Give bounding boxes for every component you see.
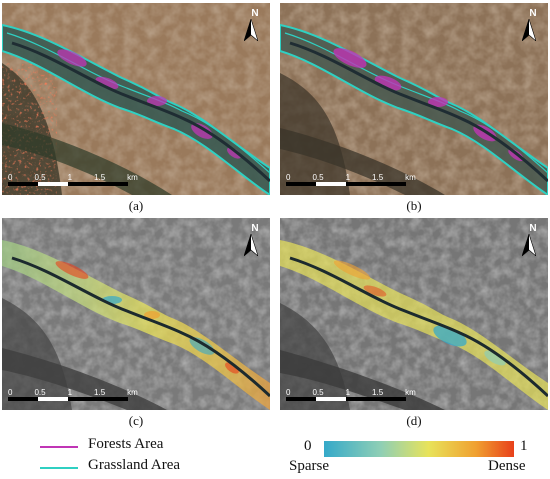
colorbar-min-label: 0 — [304, 438, 312, 454]
grassland-legend-swatch — [40, 467, 78, 469]
north-arrow: N — [522, 224, 544, 256]
scale-bar: 0 0.5 1 1.5 km — [286, 388, 416, 402]
north-arrow-icon — [522, 234, 536, 256]
satellite-image-b — [280, 3, 548, 195]
colorbar-dense-caption: Dense — [488, 458, 526, 474]
north-arrow-icon — [244, 234, 258, 256]
forests-legend-label: Forests Area — [88, 436, 164, 452]
density-image-c — [2, 218, 270, 410]
map-panel-b: N 0 0.5 1 1.5 km — [280, 3, 548, 195]
north-arrow: N — [522, 9, 544, 41]
map-panel-a: N 0 0.5 1 1.5 km — [2, 3, 270, 195]
forests-legend-swatch — [40, 446, 78, 448]
panel-label-c: (c) — [128, 413, 144, 428]
map-panel-d: N 0 0.5 1 1.5 km — [280, 218, 548, 410]
panel-label-d: (d) — [406, 413, 422, 428]
grassland-legend-label: Grassland Area — [88, 457, 181, 473]
panel-label-b: (b) — [406, 198, 422, 213]
north-arrow-icon — [522, 19, 536, 41]
map-panel-c: N 0 0.5 1 1.5 km — [2, 218, 270, 410]
scale-bar: 0 0.5 1 1.5 km — [286, 173, 416, 187]
density-colorbar — [324, 441, 514, 457]
scale-bar: 0 0.5 1 1.5 km — [8, 173, 138, 187]
density-image-d — [280, 218, 548, 410]
colorbar-max-label: 1 — [520, 438, 528, 454]
north-arrow-icon — [244, 19, 258, 41]
scale-bar: 0 0.5 1 1.5 km — [8, 388, 138, 402]
north-arrow: N — [244, 224, 266, 256]
colorbar-sparse-caption: Sparse — [289, 458, 329, 474]
north-arrow: N — [244, 9, 266, 41]
panel-label-a: (a) — [128, 198, 144, 213]
satellite-image-a — [2, 3, 270, 195]
